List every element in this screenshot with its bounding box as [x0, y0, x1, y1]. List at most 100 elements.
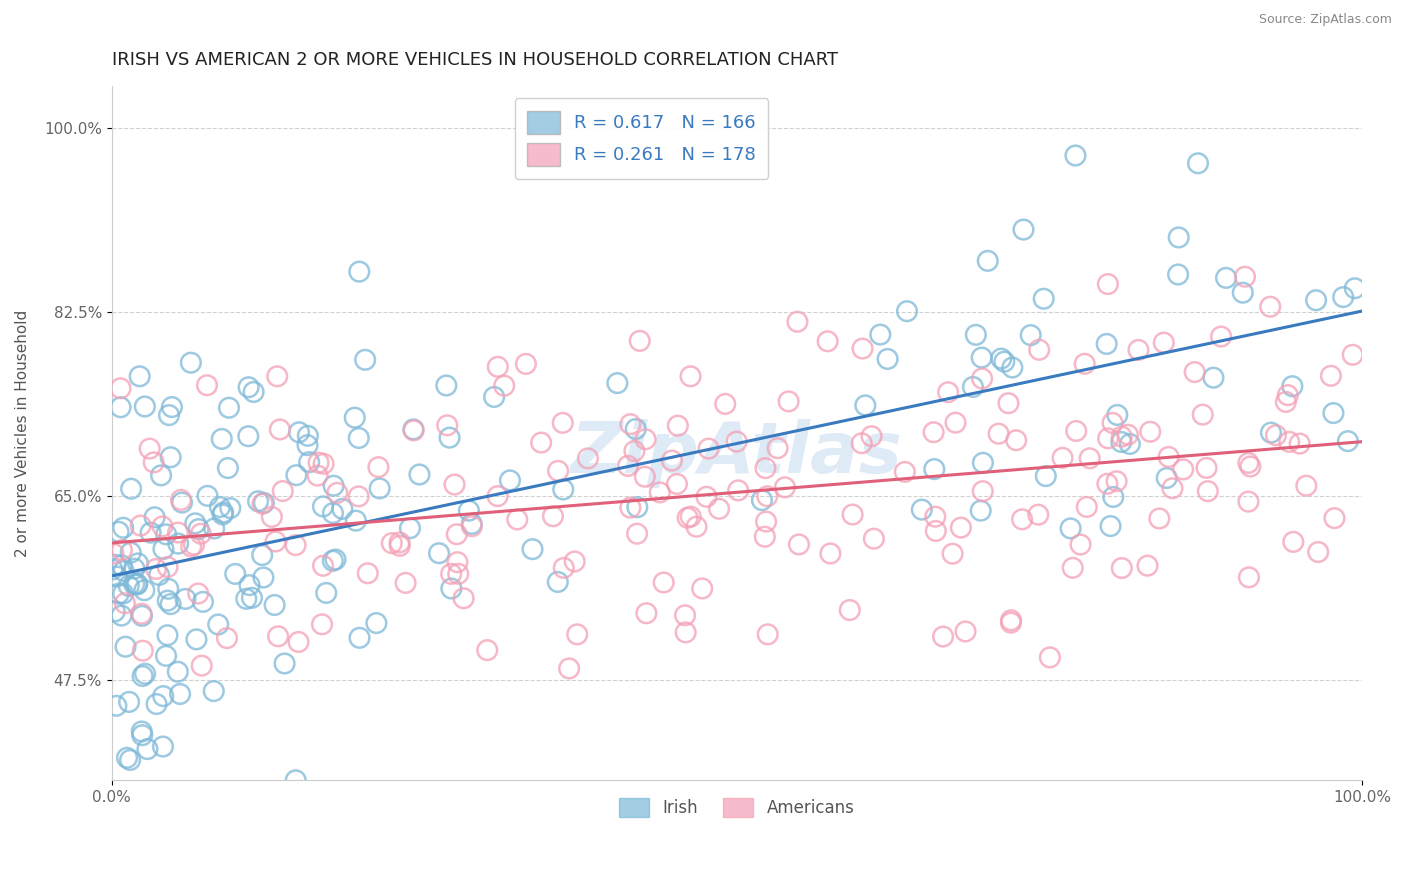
Point	[676, 510, 699, 524]
Point	[576, 451, 599, 466]
Point	[118, 695, 141, 709]
Point	[110, 608, 132, 623]
Point	[1111, 429, 1133, 443]
Point	[131, 607, 153, 621]
Point	[208, 500, 231, 514]
Point	[388, 539, 411, 553]
Point	[110, 401, 132, 415]
Point	[402, 422, 425, 436]
Point	[942, 547, 965, 561]
Point	[1202, 370, 1225, 384]
Point	[628, 334, 651, 348]
Point	[260, 510, 283, 524]
Point	[315, 586, 337, 600]
Point	[817, 334, 839, 349]
Point	[238, 578, 260, 592]
Point	[1320, 368, 1343, 383]
Point	[725, 434, 748, 449]
Point	[136, 742, 159, 756]
Point	[366, 616, 388, 631]
Point	[155, 527, 177, 541]
Point	[125, 577, 148, 591]
Point	[349, 631, 371, 645]
Point	[955, 624, 977, 639]
Point	[110, 381, 132, 395]
Point	[1167, 230, 1189, 244]
Point	[624, 422, 647, 436]
Point	[841, 508, 863, 522]
Point	[394, 575, 416, 590]
Point	[111, 543, 134, 558]
Point	[322, 506, 344, 520]
Point	[1111, 434, 1133, 449]
Point	[219, 501, 242, 516]
Point	[1001, 360, 1024, 375]
Point	[142, 455, 165, 469]
Point	[965, 327, 987, 342]
Point	[120, 482, 142, 496]
Point	[851, 342, 873, 356]
Point	[1237, 570, 1260, 584]
Point	[515, 357, 537, 371]
Point	[634, 432, 657, 446]
Point	[911, 502, 934, 516]
Point	[332, 501, 354, 516]
Point	[962, 380, 984, 394]
Point	[1019, 328, 1042, 343]
Point	[312, 457, 335, 471]
Point	[1153, 335, 1175, 350]
Point	[1073, 357, 1095, 371]
Point	[1111, 561, 1133, 575]
Point	[860, 429, 883, 443]
Point	[447, 566, 470, 581]
Point	[1097, 431, 1119, 445]
Point	[297, 429, 319, 443]
Point	[1232, 285, 1254, 300]
Point	[619, 417, 641, 432]
Point	[1278, 434, 1301, 449]
Point	[553, 561, 575, 575]
Text: IRISH VS AMERICAN 2 OR MORE VEHICLES IN HOUSEHOLD CORRELATION CHART: IRISH VS AMERICAN 2 OR MORE VEHICLES IN …	[111, 51, 838, 69]
Point	[238, 429, 260, 443]
Point	[1167, 268, 1189, 282]
Point	[308, 456, 330, 470]
Point	[1322, 406, 1344, 420]
Point	[134, 583, 156, 598]
Point	[187, 586, 209, 600]
Point	[486, 359, 509, 374]
Point	[1331, 290, 1354, 304]
Point	[1107, 408, 1129, 422]
Point	[114, 640, 136, 654]
Point	[122, 577, 145, 591]
Point	[636, 606, 658, 620]
Point	[820, 546, 842, 560]
Point	[107, 524, 129, 539]
Point	[634, 469, 657, 483]
Point	[922, 425, 945, 440]
Point	[1173, 462, 1195, 476]
Point	[183, 538, 205, 552]
Point	[1005, 434, 1028, 448]
Point	[755, 515, 778, 529]
Point	[1064, 148, 1087, 162]
Point	[311, 617, 333, 632]
Point	[434, 378, 457, 392]
Point	[997, 396, 1019, 410]
Point	[486, 489, 509, 503]
Legend: Irish, Americans: Irish, Americans	[613, 791, 860, 824]
Point	[1323, 511, 1346, 525]
Point	[252, 570, 274, 584]
Point	[326, 486, 349, 500]
Point	[1341, 348, 1364, 362]
Point	[266, 369, 288, 384]
Point	[347, 431, 370, 445]
Point	[134, 666, 156, 681]
Point	[1209, 329, 1232, 343]
Point	[443, 477, 465, 491]
Point	[145, 562, 167, 576]
Point	[124, 561, 146, 575]
Text: Source: ZipAtlas.com: Source: ZipAtlas.com	[1258, 13, 1392, 27]
Point	[1184, 365, 1206, 379]
Point	[152, 541, 174, 556]
Point	[1035, 469, 1057, 483]
